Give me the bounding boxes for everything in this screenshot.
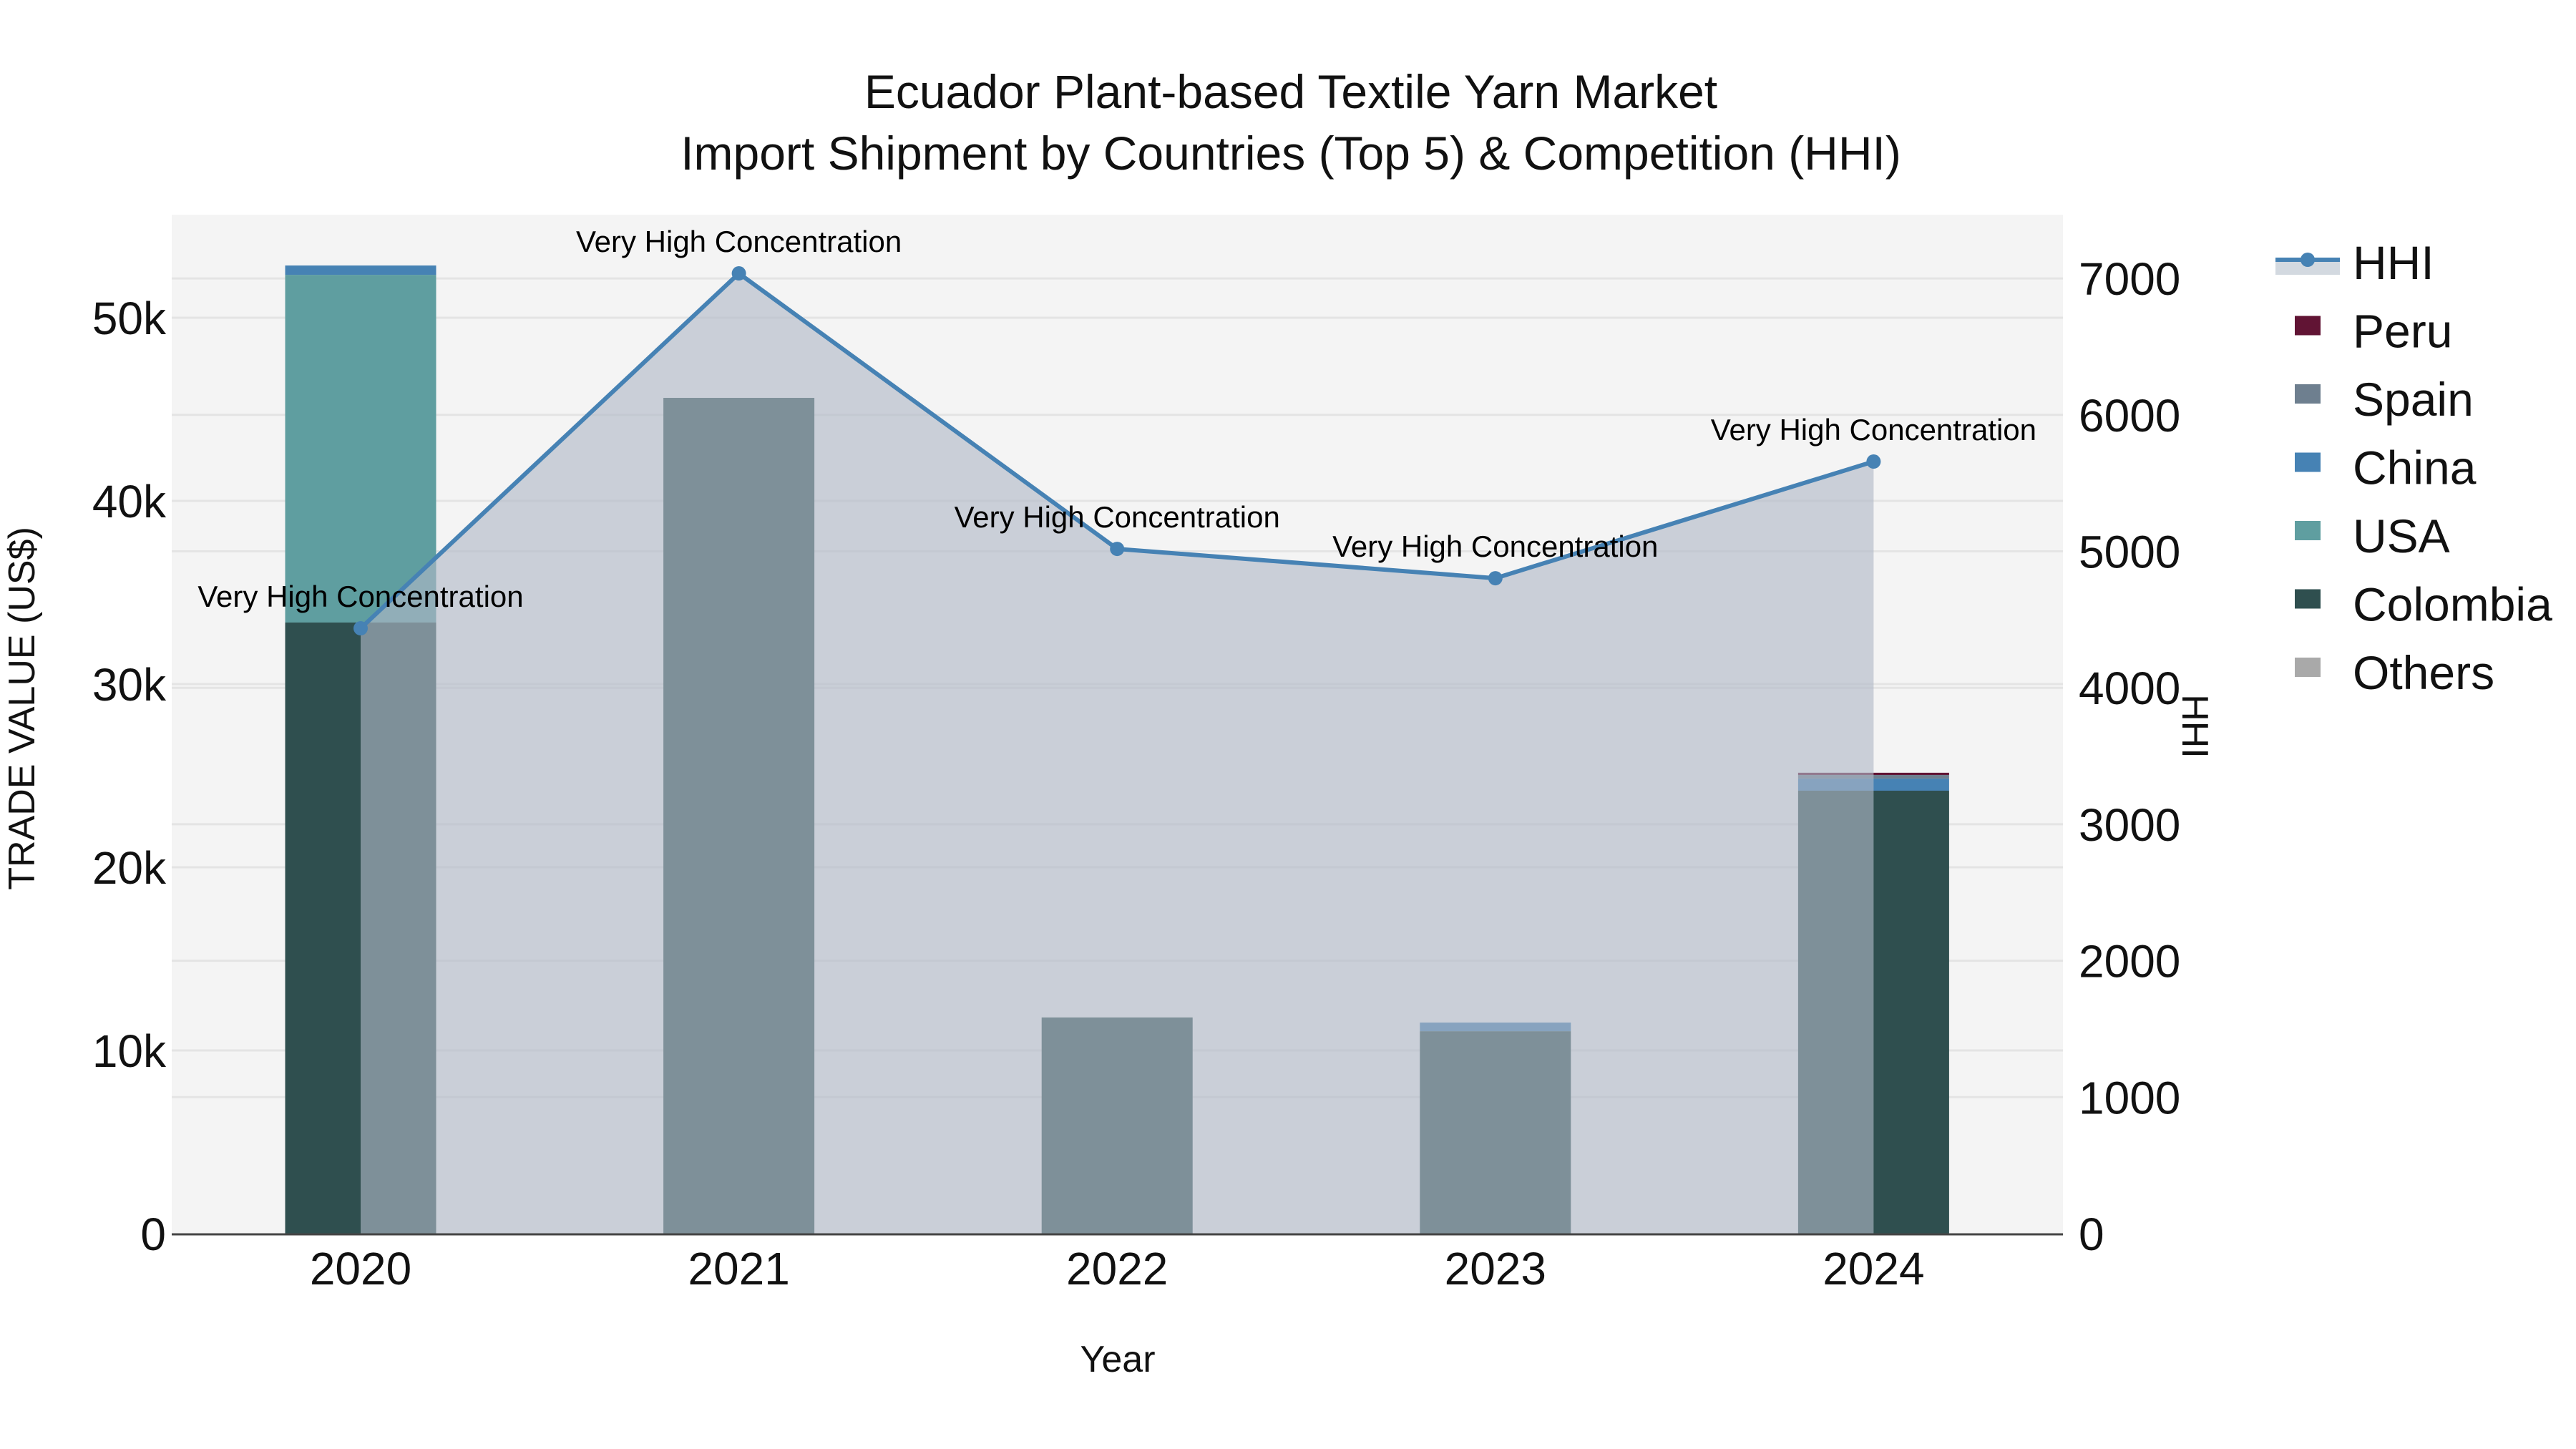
- legend-label: Spain: [2353, 373, 2474, 426]
- annotation-label: Very High Concentration: [1711, 413, 2036, 447]
- bar-segment-china[interactable]: [285, 265, 436, 275]
- y-left-tick-label: 50k: [92, 293, 167, 344]
- chart-subtitle: Import Shipment by Countries (Top 5) & C…: [680, 127, 1901, 180]
- legend-item-hhi[interactable]: HHI: [2275, 236, 2434, 289]
- y-left-tick-label: 0: [140, 1209, 166, 1260]
- y-right-tick-label: 5000: [2079, 527, 2180, 578]
- x-axis-ticks: 2020 2021 2022 2023 2024: [310, 1243, 1925, 1294]
- legend-swatch-icon: [2295, 316, 2321, 336]
- hhi-area-fill: [361, 273, 1874, 1234]
- x-tick-label: 2021: [688, 1243, 789, 1294]
- x-tick-label: 2020: [310, 1243, 411, 1294]
- legend-label: China: [2353, 441, 2477, 494]
- hhi-line: [353, 266, 1881, 636]
- legend-marker-icon: [2301, 253, 2315, 267]
- legend-item-peru[interactable]: Peru: [2295, 305, 2452, 358]
- legend-label: USA: [2353, 509, 2450, 562]
- legend-item-usa[interactable]: USA: [2295, 509, 2450, 562]
- y-axis-right-title: HHI: [2174, 694, 2215, 758]
- annotation-label: Very High Concentration: [576, 225, 902, 258]
- legend-label: Colombia: [2353, 578, 2552, 631]
- hhi-marker[interactable]: [353, 621, 368, 636]
- legend-item-spain[interactable]: Spain: [2295, 373, 2474, 426]
- chart-title: Ecuador Plant-based Textile Yarn Market: [864, 65, 1717, 118]
- annotations: Very High Concentration Very High Concent…: [197, 225, 2036, 613]
- y-axis-left-ticks: 0 10k 20k 30k 40k 50k: [92, 293, 167, 1260]
- x-axis-title: Year: [1080, 1339, 1155, 1380]
- y-right-tick-label: 0: [2079, 1209, 2104, 1260]
- y-axis-right-ticks: 0 1000 2000 3000 4000 5000 6000 7000: [2079, 253, 2180, 1260]
- y-right-tick-label: 6000: [2079, 390, 2180, 441]
- hhi-marker[interactable]: [1110, 542, 1125, 557]
- y-left-tick-label: 40k: [92, 476, 167, 527]
- hhi-marker[interactable]: [731, 266, 746, 281]
- legend: HHI Peru Spain China USA Colombia Others: [2275, 236, 2552, 699]
- y-axis-left-title: TRADE VALUE (US$): [1, 527, 43, 890]
- legend-item-others[interactable]: Others: [2295, 646, 2494, 699]
- legend-label: Peru: [2353, 305, 2452, 358]
- y-right-tick-label: 7000: [2079, 253, 2180, 305]
- hhi-marker[interactable]: [1866, 454, 1881, 469]
- annotation-label: Very High Concentration: [1332, 530, 1658, 563]
- hhi-area: [361, 273, 1874, 1234]
- y-right-tick-label: 1000: [2079, 1072, 2180, 1123]
- hhi-marker[interactable]: [1488, 571, 1503, 586]
- annotation-label: Very High Concentration: [955, 500, 1280, 534]
- x-tick-label: 2023: [1445, 1243, 1546, 1294]
- y-left-tick-label: 20k: [92, 842, 167, 894]
- bar-segment-usa[interactable]: [285, 275, 436, 623]
- x-tick-label: 2022: [1066, 1243, 1168, 1294]
- legend-label: Others: [2353, 646, 2494, 699]
- annotation-label: Very High Concentration: [197, 580, 523, 613]
- legend-item-china[interactable]: China: [2295, 441, 2477, 494]
- legend-item-colombia[interactable]: Colombia: [2295, 578, 2552, 631]
- y-right-tick-label: 2000: [2079, 936, 2180, 987]
- legend-label: HHI: [2353, 236, 2434, 289]
- y-right-tick-label: 3000: [2079, 799, 2180, 851]
- x-tick-label: 2024: [1823, 1243, 1924, 1294]
- legend-swatch-icon: [2295, 384, 2321, 404]
- legend-swatch-icon: [2295, 589, 2321, 609]
- y-right-tick-label: 4000: [2079, 663, 2180, 714]
- legend-swatch-icon: [2295, 521, 2321, 540]
- y-left-tick-label: 10k: [92, 1025, 167, 1077]
- legend-swatch-icon: [2295, 452, 2321, 472]
- legend-swatch-icon: [2295, 658, 2321, 677]
- y-left-tick-label: 30k: [92, 659, 167, 711]
